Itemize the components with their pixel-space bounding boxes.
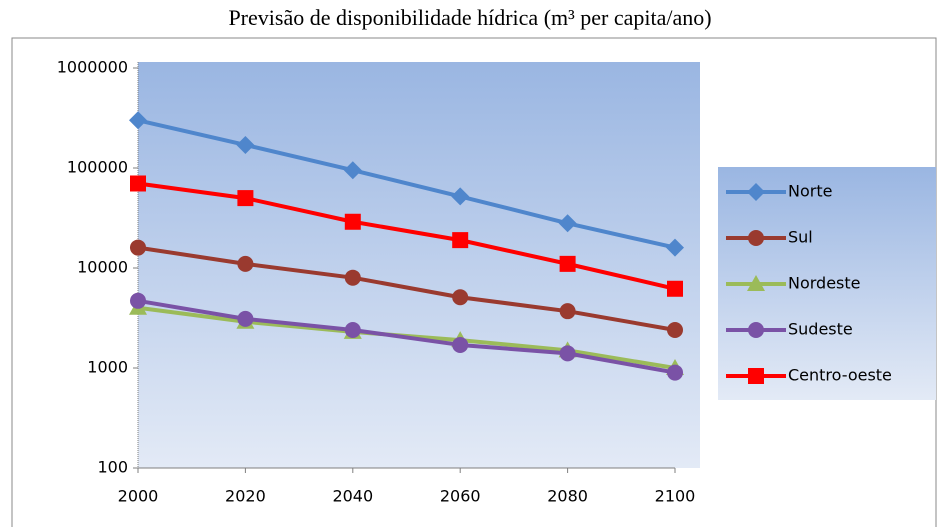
marker [452,289,469,306]
marker [559,255,576,272]
series-line [137,298,676,375]
y-tick-label: 1000 [87,358,128,377]
y-tick-label: 10000 [77,258,128,277]
marker [452,232,469,249]
legend-marker [748,230,764,246]
series-line [137,245,676,332]
marker [452,336,469,353]
marker [667,280,683,297]
series-line [137,118,676,250]
marker [237,310,254,327]
series-line [137,181,676,291]
marker [237,255,254,272]
legend-marker [747,275,765,291]
legend-marker [748,368,764,384]
marker [237,190,254,207]
marker [559,303,576,320]
marker [236,135,255,154]
marker [130,292,146,309]
x-tick-label: 2080 [547,487,588,506]
legend-label: Centro-oeste [788,366,892,385]
legend-label: Sudeste [788,320,853,339]
chart-title: Previsão de disponibilidade hídrica (m³ … [228,5,711,30]
marker [667,321,683,338]
marker [343,161,362,180]
y-tick-label: 100 [97,458,128,477]
y-tick-label: 1000000 [57,58,128,77]
marker [344,213,361,230]
marker [344,321,361,338]
marker [558,214,577,233]
legend-label: Sul [788,228,813,247]
marker [667,364,683,381]
marker [451,187,470,206]
marker [130,239,146,256]
marker [666,238,684,257]
plot-area [138,62,700,468]
legend-label: Nordeste [788,274,861,293]
x-tick-label: 2040 [332,487,373,506]
marker [344,269,361,286]
legend-marker [747,183,765,201]
legend-marker [748,322,764,338]
marker [130,175,146,192]
marker [129,111,147,130]
x-tick-label: 2020 [225,487,266,506]
x-tick-label: 2100 [655,487,696,506]
x-tick-label: 2060 [440,487,481,506]
legend-label: Norte [788,182,832,201]
y-tick-label: 100000 [67,158,128,177]
x-tick-label: 2000 [118,487,159,506]
marker [559,345,576,362]
